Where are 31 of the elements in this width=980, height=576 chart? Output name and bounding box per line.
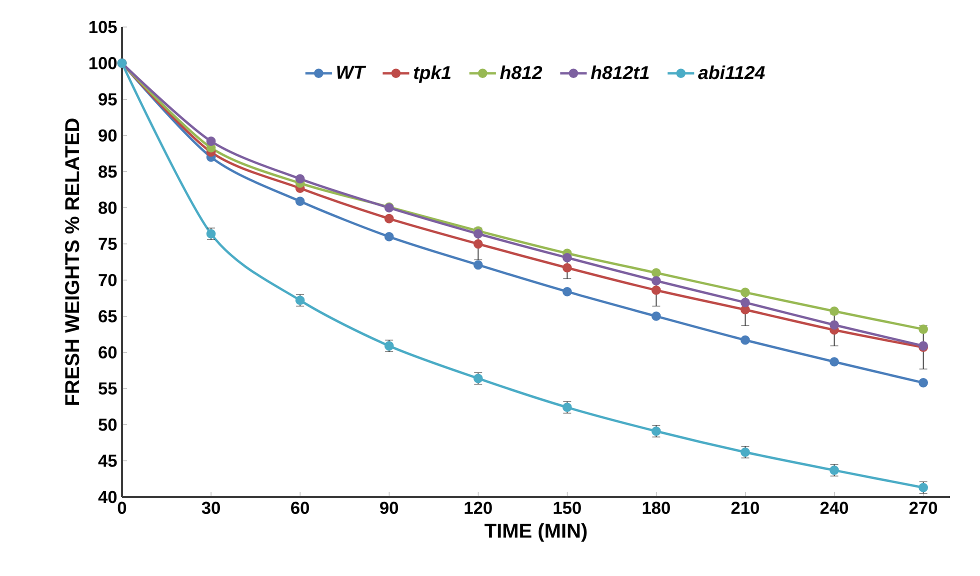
y-tick-label: 60 — [98, 346, 117, 359]
legend-label: h812 — [500, 66, 542, 80]
y-tick-label: 65 — [98, 310, 117, 322]
y-tick-label: 85 — [98, 165, 117, 178]
legend-label: WT — [337, 66, 366, 79]
x-axis-title: TIME (MIN) — [484, 523, 587, 542]
x-tick-label: 150 — [554, 502, 581, 514]
x-tick-label: 60 — [291, 502, 309, 514]
legend-label: abi1124 — [698, 66, 765, 80]
y-tick-label: 45 — [98, 454, 117, 467]
x-tick-label: 0 — [118, 502, 126, 514]
x-tick-label: 30 — [202, 502, 220, 514]
x-tick-label: 120 — [464, 502, 492, 514]
x-tick-label: 240 — [820, 502, 848, 514]
y-tick-label: 70 — [98, 274, 117, 286]
x-tick-label: 210 — [731, 502, 759, 514]
y-axis-title: FRESH WEIGHTS % RELATED — [65, 118, 80, 405]
y-tick-label: 105 — [89, 20, 117, 34]
legend-label: tpk1 — [414, 66, 450, 83]
y-tick-label: 50 — [98, 418, 117, 431]
y-tick-label: 90 — [98, 129, 117, 142]
y-tick-label: 40 — [98, 490, 117, 504]
y-tick-label: 80 — [98, 202, 117, 214]
y-tick-label: 75 — [98, 238, 117, 250]
legend-label: h812t1 — [590, 66, 649, 80]
x-tick-label: 270 — [909, 502, 938, 514]
x-tick-label: 180 — [642, 502, 670, 514]
y-tick-label: 95 — [98, 93, 117, 106]
y-tick-label: 100 — [89, 57, 117, 70]
x-tick-label: 90 — [380, 502, 398, 514]
y-tick-label: 55 — [98, 382, 117, 395]
